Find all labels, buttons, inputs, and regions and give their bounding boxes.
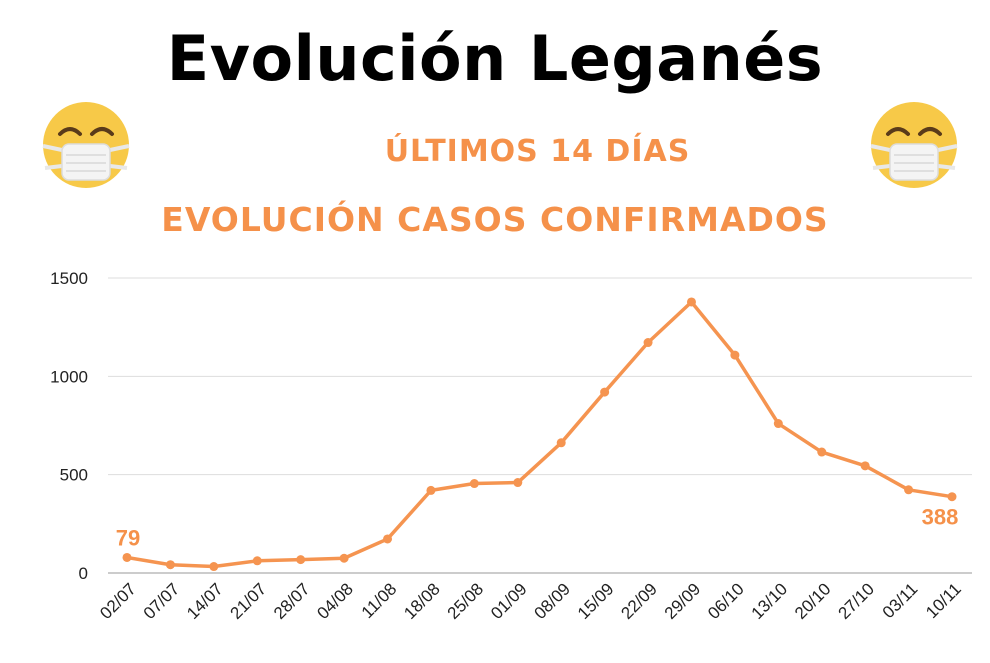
x-tick-label: 08/09 [531, 579, 575, 623]
page-title: Evolución Leganés [166, 22, 824, 95]
data-point [904, 485, 914, 495]
y-tick-label: 500 [60, 466, 88, 485]
data-point [209, 562, 219, 572]
data-point [296, 555, 306, 565]
data-point [730, 350, 740, 360]
x-tick-label: 25/08 [444, 579, 488, 623]
x-tick-label: 21/07 [227, 579, 271, 623]
x-tick-label: 15/09 [574, 579, 618, 623]
data-point [600, 387, 610, 397]
data-point [252, 556, 262, 566]
face-with-medical-mask-icon [870, 102, 958, 188]
x-tick-label: 13/10 [748, 579, 792, 623]
data-point [773, 419, 783, 429]
x-tick-label: 29/09 [661, 579, 705, 623]
x-tick-label: 02/07 [96, 579, 140, 623]
data-label: 388 [922, 505, 959, 530]
x-tick-label: 18/08 [400, 579, 444, 623]
data-point [817, 447, 827, 457]
data-point [686, 297, 696, 307]
x-tick-label: 03/11 [879, 579, 922, 622]
x-tick-label: 28/07 [270, 579, 314, 623]
x-tick-label: 04/08 [313, 579, 357, 623]
data-point [947, 492, 957, 502]
data-point [426, 485, 436, 495]
x-tick-label: 27/10 [834, 579, 878, 623]
x-tick-label: 14/07 [183, 579, 227, 623]
x-tick-label: 22/09 [617, 579, 661, 623]
data-point [122, 552, 132, 562]
data-label: 79 [116, 525, 140, 550]
data-point [643, 338, 653, 348]
data-point [860, 461, 870, 471]
data-point [165, 560, 175, 570]
data-point [556, 438, 566, 448]
x-tick-label: 20/10 [791, 579, 835, 623]
data-point [339, 553, 349, 563]
face-with-medical-mask-icon [42, 102, 130, 188]
y-tick-label: 1500 [50, 269, 88, 288]
data-point [383, 534, 393, 544]
series-line [126, 300, 953, 569]
data-point [469, 479, 479, 489]
x-tick-label: 07/07 [140, 579, 184, 623]
y-tick-label: 0 [79, 564, 88, 583]
data-point [513, 478, 523, 488]
x-tick-label: 06/10 [704, 579, 748, 623]
x-tick-label: 01/09 [487, 579, 531, 623]
y-tick-label: 1000 [50, 367, 88, 386]
x-tick-label: 10/11 [922, 579, 965, 622]
x-tick-label: 11/08 [358, 579, 401, 622]
subtitle-period: ÚLTIMOS 14 DÍAS [384, 134, 691, 169]
subtitle-metric: EVOLUCIÓN CASOS CONFIRMADOS [161, 200, 829, 239]
